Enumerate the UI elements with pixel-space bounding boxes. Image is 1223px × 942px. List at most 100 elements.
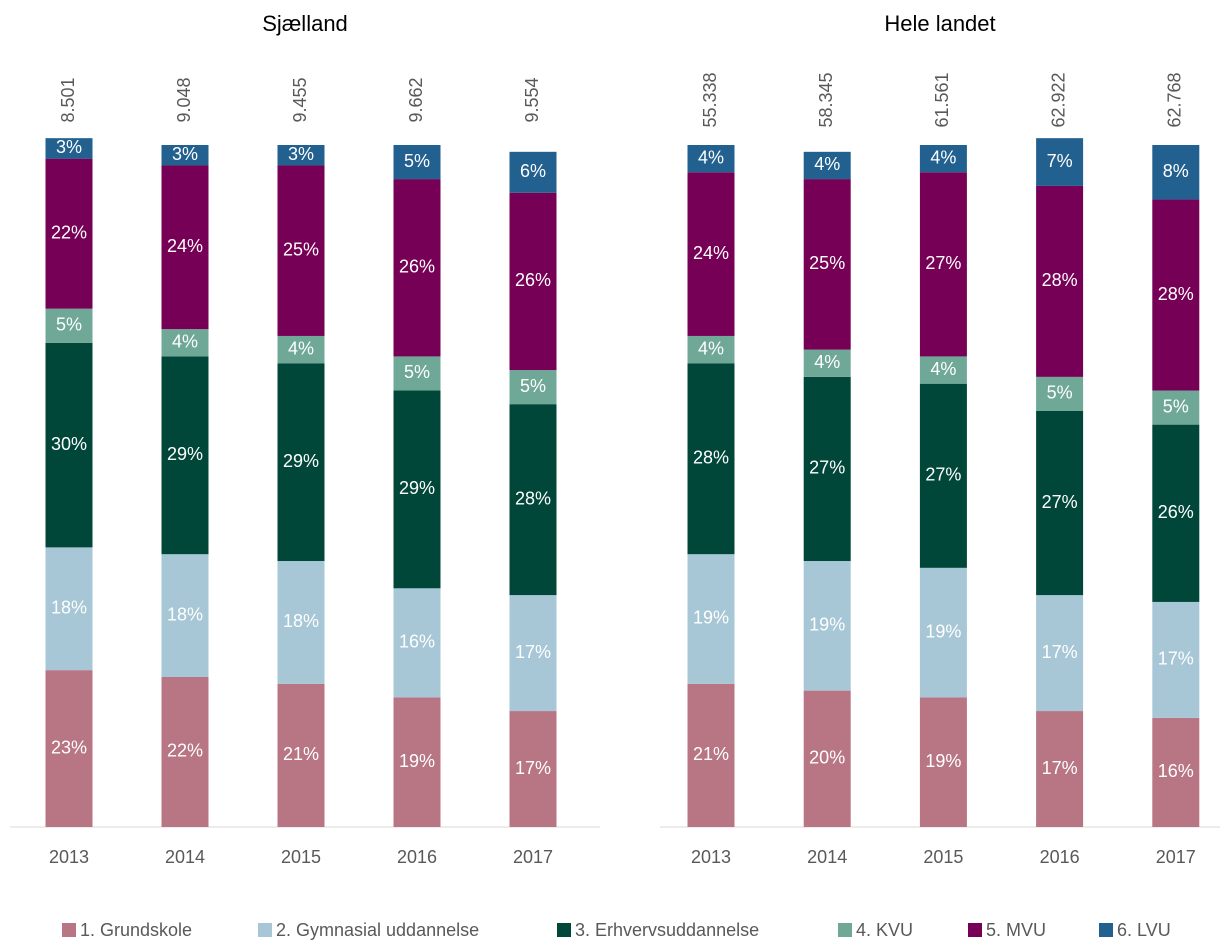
data-label: 17%: [515, 758, 551, 778]
bar-segment: [919, 383, 967, 568]
bar-segment: [393, 179, 441, 357]
bar-segment: [803, 349, 851, 377]
bar-segment: [1036, 595, 1084, 712]
bar-segment: [45, 308, 93, 343]
bar-segment: [509, 151, 557, 193]
bar-segment: [45, 138, 93, 159]
bar-segment: [45, 670, 93, 827]
legend-label: 5. MVU: [986, 920, 1046, 940]
data-label: 30%: [51, 434, 87, 454]
bar-segment: [509, 404, 557, 596]
total-label: 58.345: [816, 72, 836, 127]
bar-segment: [277, 335, 325, 364]
chart-title: Sjælland: [262, 11, 348, 36]
data-label: 28%: [693, 447, 729, 467]
data-label: 24%: [167, 236, 203, 256]
data-label: 29%: [399, 478, 435, 498]
bar-segment: [803, 179, 851, 350]
bar-segment: [161, 676, 209, 827]
data-label: 5%: [1047, 383, 1073, 403]
total-label: 55.338: [700, 72, 720, 127]
bar-segment: [687, 554, 735, 684]
data-label: 3%: [172, 144, 198, 164]
data-label: 24%: [693, 243, 729, 263]
bar-segment: [393, 390, 441, 589]
data-label: 17%: [1042, 758, 1078, 778]
data-label: 19%: [809, 615, 845, 635]
bar-segment: [277, 165, 325, 336]
legend-swatch: [258, 923, 272, 937]
data-label: 19%: [399, 751, 435, 771]
data-label: 19%: [925, 621, 961, 641]
data-label: 29%: [167, 444, 203, 464]
data-label: 4%: [172, 332, 198, 352]
data-label: 5%: [56, 314, 82, 334]
bar-segment: [1036, 185, 1084, 377]
bar-segment: [803, 690, 851, 827]
bar-segment: [45, 342, 93, 548]
data-label: 25%: [809, 253, 845, 273]
data-label: 18%: [51, 598, 87, 618]
bar-segment: [687, 172, 735, 336]
data-label: 3%: [288, 144, 314, 164]
data-label: 4%: [698, 147, 724, 167]
legend-swatch: [838, 923, 852, 937]
total-label: 61.561: [932, 72, 952, 127]
total-label: 8.501: [58, 77, 78, 122]
data-label: 19%: [693, 608, 729, 628]
bar-segment: [919, 145, 967, 173]
total-label: 9.662: [406, 77, 426, 122]
data-label: 4%: [930, 147, 956, 167]
data-label: 18%: [283, 611, 319, 631]
data-label: 5%: [404, 362, 430, 382]
x-tick-label: 2017: [513, 847, 553, 867]
total-label: 9.048: [174, 77, 194, 122]
bar-segment: [687, 363, 735, 555]
legend-label: 2. Gymnasial uddannelse: [276, 920, 479, 940]
bar-segment: [803, 376, 851, 562]
bar-segment: [687, 335, 735, 364]
bar-segment: [1152, 390, 1200, 425]
data-label: 4%: [814, 352, 840, 372]
data-label: 4%: [930, 359, 956, 379]
data-label: 25%: [283, 239, 319, 259]
data-label: 4%: [814, 154, 840, 174]
data-label: 19%: [925, 751, 961, 771]
data-label: 16%: [1158, 761, 1194, 781]
bar-segment: [687, 683, 735, 827]
data-label: 17%: [1042, 642, 1078, 662]
data-label: 29%: [283, 451, 319, 471]
data-label: 17%: [515, 642, 551, 662]
data-label: 23%: [51, 737, 87, 757]
bar-segment: [277, 363, 325, 562]
data-label: 17%: [1158, 649, 1194, 669]
data-label: 28%: [1042, 270, 1078, 290]
legend-swatch: [968, 923, 982, 937]
bar-segment: [919, 172, 967, 357]
bar-segment: [45, 547, 93, 671]
bar-segment: [1152, 199, 1200, 391]
bar-segment: [161, 554, 209, 677]
bar-segment: [277, 561, 325, 684]
legend-label: 1. Grundskole: [80, 920, 192, 940]
x-tick-label: 2014: [165, 847, 205, 867]
data-label: 28%: [1158, 284, 1194, 304]
bar-segment: [45, 158, 93, 309]
legend-label: 4. KVU: [856, 920, 913, 940]
x-tick-label: 2013: [49, 847, 89, 867]
data-label: 26%: [1158, 502, 1194, 522]
bar-segment: [1036, 138, 1084, 186]
x-tick-label: 2015: [923, 847, 963, 867]
legend-swatch: [1099, 923, 1113, 937]
bar-segment: [1152, 424, 1200, 602]
bar-segment: [919, 356, 967, 384]
bar-segment: [919, 567, 967, 698]
bar-segment: [161, 356, 209, 555]
x-tick-label: 2016: [1040, 847, 1080, 867]
legend-label: 6. LVU: [1117, 920, 1171, 940]
bar-segment: [509, 711, 557, 827]
data-label: 21%: [693, 744, 729, 764]
data-label: 5%: [1163, 396, 1189, 416]
bar-segment: [509, 370, 557, 405]
